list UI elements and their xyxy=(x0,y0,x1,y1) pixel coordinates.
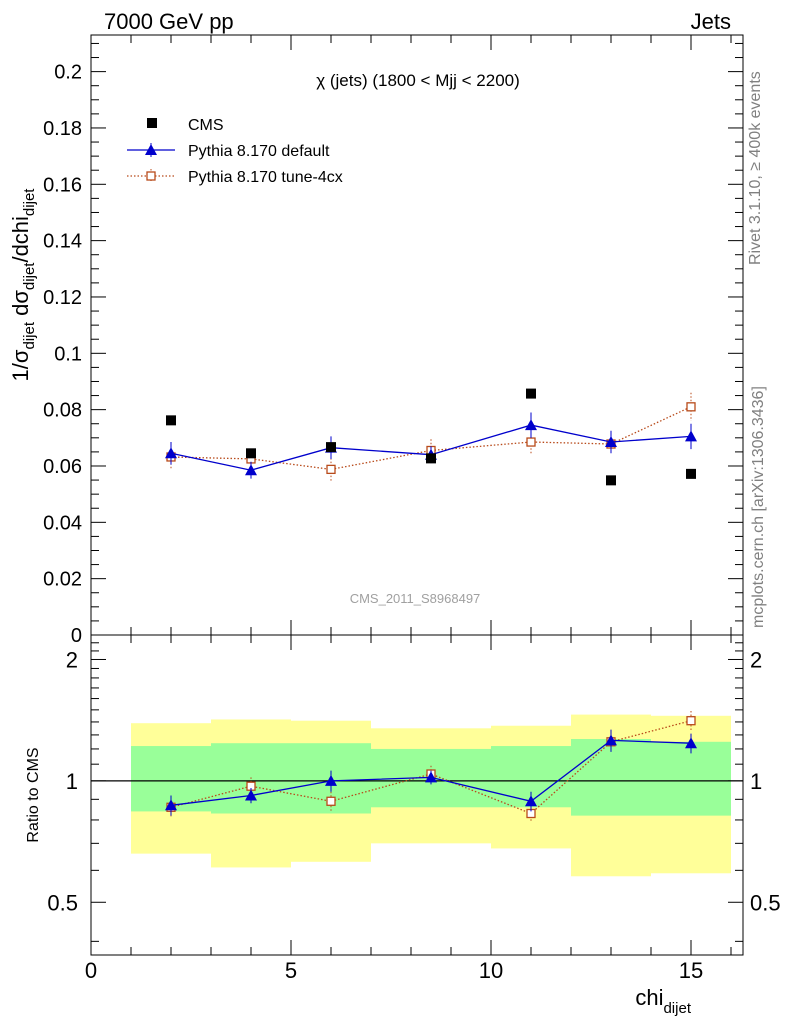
ratio-ticks: 0.5 0.5 1 1 2 2 0 5 10 15 xyxy=(47,635,781,983)
ratio-bands xyxy=(91,714,743,877)
cms-series-point xyxy=(606,475,616,486)
ylabel-c-sub: dijet xyxy=(21,188,38,216)
x-axis-label: chidijet xyxy=(635,985,691,1017)
side-label-bottom: mcplots.cern.ch [arXiv:1306.3436] xyxy=(750,386,767,628)
ratio-panel: 0.5 0.5 1 1 2 2 0 5 10 15 xyxy=(47,634,781,983)
y-tick-label: 0.04 xyxy=(43,512,82,534)
main-panel: 00.020.040.060.080.10.120.140.160.180.2 … xyxy=(43,34,744,647)
main-ticks: 0 0.02 0.04 0.06 0.08 0.1 0.12 0.14 0.16 0.18 0.2 xyxy=(43,35,743,647)
y-tick-label: 0.2 xyxy=(54,62,82,84)
default-series-point xyxy=(685,430,697,442)
legend-marker-tune xyxy=(146,171,156,181)
tune-series-point xyxy=(326,464,336,475)
x-tick-label: 10 xyxy=(479,958,503,983)
ratio-y-tick-label-right: 1 xyxy=(750,769,762,794)
ratio-y-tick-label-right: 0.5 xyxy=(750,890,781,915)
legend-label-default: Pythia 8.170 default xyxy=(188,143,330,160)
side-label-top: Rivet 3.1.10, ≥ 400k events xyxy=(747,71,764,265)
legend-marker-default xyxy=(145,144,157,155)
y-tick-label: 0 xyxy=(71,625,82,647)
ratio-default-series-point xyxy=(685,737,697,749)
cms-series-point xyxy=(246,448,256,459)
ylabel-a: 1/σ xyxy=(8,349,33,381)
ratio-ylabel: Ratio to CMS xyxy=(25,747,42,842)
ylabel-b-sub: dijet xyxy=(21,262,38,290)
x-tick-label: 15 xyxy=(679,958,703,983)
header-left: 7000 GeV pp xyxy=(104,9,234,34)
default-series-point xyxy=(525,419,537,431)
cms-series-point xyxy=(426,453,436,464)
ratio-tune-series-point xyxy=(326,796,336,806)
y-tick-label: 0.02 xyxy=(43,569,82,591)
ratio-default-series-point xyxy=(325,774,337,786)
ratio-default-series-point xyxy=(605,734,617,746)
ratio-default-series-point xyxy=(165,799,177,811)
uncertainty-band-inner xyxy=(651,741,731,816)
ratio-y-tick-label-right: 2 xyxy=(750,647,762,672)
ylabel-c: /dchi xyxy=(8,216,33,262)
tune-series-point xyxy=(526,437,536,447)
cms-series-point xyxy=(526,388,536,399)
y-tick-label: 0.18 xyxy=(43,118,82,140)
cms-series-point xyxy=(686,468,696,479)
y-tick-label: 0.14 xyxy=(43,231,82,253)
ratio-y-tick-label-left: 2 xyxy=(66,647,78,672)
main-title: χ (jets) (1800 < Mjj < 2200) xyxy=(316,71,520,90)
ratio-y-tick-label-left: 0.5 xyxy=(47,890,78,915)
legend-label-tune: Pythia 8.170 tune-4cx xyxy=(188,169,343,186)
x-tick-label: 0 xyxy=(85,958,97,983)
default-series-point xyxy=(165,447,177,459)
y-tick-label: 0.06 xyxy=(43,456,82,478)
y-tick-label: 0.12 xyxy=(43,287,82,309)
x-tick-label: 5 xyxy=(285,958,297,983)
default-series-point xyxy=(605,436,617,448)
legend-marker-cms xyxy=(147,118,157,128)
ratio-default-series-point xyxy=(245,789,257,801)
ratio-tune-series-point xyxy=(686,716,696,726)
xlabel-main: chi xyxy=(635,985,663,1010)
main-marks xyxy=(165,388,697,486)
y-tick-label: 0.08 xyxy=(43,400,82,422)
ratio-y-tick-label-left: 1 xyxy=(66,769,78,794)
ratio-marks xyxy=(165,711,697,823)
main-ylabel: 1/σdijet dσdijet/dchidijet xyxy=(8,188,38,382)
cms-series-point xyxy=(326,442,336,453)
cms-series-point xyxy=(166,415,176,426)
legend: CMS Pythia 8.170 default Pythia 8.170 tu… xyxy=(127,117,343,186)
ylabel-a-sub: dijet xyxy=(21,321,38,349)
analysis-label: CMS_2011_S8968497 xyxy=(350,591,481,606)
header-right: Jets xyxy=(691,9,731,34)
y-tick-label: 0.16 xyxy=(43,174,82,196)
xlabel-sub: dijet xyxy=(663,1000,691,1017)
legend-label-cms: CMS xyxy=(188,117,224,134)
ratio-default-series-point xyxy=(425,771,437,783)
ylabel-b: dσ xyxy=(8,290,33,322)
y-tick-label: 0.1 xyxy=(54,343,82,365)
tune-series-point xyxy=(686,402,696,412)
ratio-default-series-point xyxy=(525,795,537,807)
default-series-point xyxy=(245,464,257,476)
ratio-frame xyxy=(90,634,744,956)
